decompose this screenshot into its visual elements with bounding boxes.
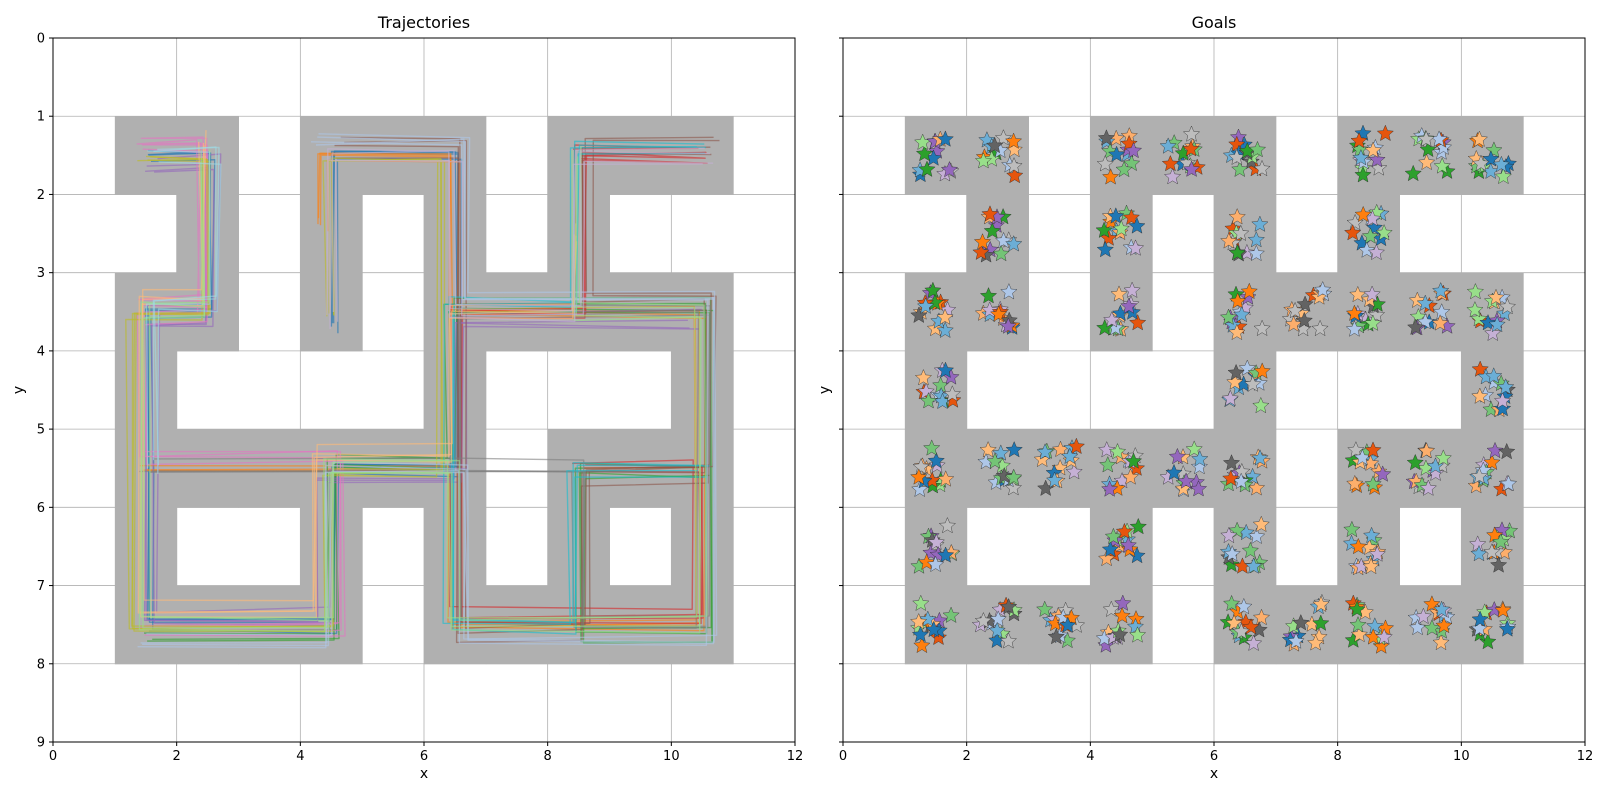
trajectory-line [336, 153, 712, 643]
maze-cell [1090, 116, 1152, 195]
chart-title: Goals [1192, 13, 1237, 32]
maze-cell [1090, 429, 1152, 508]
maze-cell [671, 351, 733, 430]
y-tick-label: 6 [37, 501, 45, 516]
y-tick-label: 4 [37, 344, 45, 359]
trajectories-panel: 0 2 4 6 8 10 120123456789Trajectoriesxy [11, 13, 803, 782]
y-tick-label: 1 [37, 110, 45, 125]
x-axis-label: x [1210, 766, 1218, 782]
x-tick-label: 10 [663, 749, 680, 764]
x-tick-label: 12 [1577, 749, 1594, 764]
y-tick-label: 0 [37, 32, 45, 47]
x-tick-label: 0 [49, 749, 57, 764]
maze-cell [967, 194, 1029, 273]
maze-cell [1214, 351, 1276, 430]
maze-cell [1461, 429, 1523, 508]
y-axis-label: y [11, 386, 27, 394]
x-tick-label: 4 [1086, 749, 1094, 764]
maze-cell [1214, 507, 1276, 586]
x-tick-label: 8 [544, 749, 552, 764]
maze-cell [1214, 429, 1276, 508]
maze-cell [548, 507, 610, 586]
maze-cell [548, 194, 610, 273]
maze-cell [115, 116, 177, 195]
maze-cell [1461, 273, 1523, 352]
x-tick-label: 6 [420, 749, 428, 764]
maze-cell [424, 507, 486, 586]
x-axis-label: x [420, 766, 428, 782]
maze-cell [239, 429, 301, 508]
maze-cell [1090, 586, 1152, 665]
x-tick-label: 12 [787, 749, 804, 764]
trajectory-line [344, 140, 719, 628]
chart-title: Trajectories [377, 13, 470, 32]
maze-cell [1461, 351, 1523, 430]
trajectory-line [341, 137, 714, 624]
maze-cell [177, 429, 239, 508]
maze-cell [1276, 586, 1338, 665]
maze-cell [905, 273, 967, 352]
maze-cell [1400, 273, 1462, 352]
goals-panel: 0 2 4 6 8 10 12 Goals x y [817, 13, 1593, 782]
maze-cell [1400, 116, 1462, 195]
x-tick-label: 6 [1210, 749, 1218, 764]
maze-cell [967, 429, 1029, 508]
x-tick-label: 10 [1453, 749, 1470, 764]
y-tick-label: 9 [37, 736, 45, 751]
maze-cell [671, 116, 733, 195]
x-tick-label: 4 [296, 749, 304, 764]
y-tick-label: 5 [37, 423, 45, 438]
trajectory-line [335, 146, 711, 634]
x-tick-label: 2 [963, 749, 971, 764]
y-tick-label: 7 [37, 579, 45, 594]
y-axis-label: y [817, 386, 833, 394]
x-tick-label: 2 [173, 749, 181, 764]
y-tick-label: 3 [37, 266, 45, 281]
y-tick-label: 2 [37, 188, 45, 203]
y-tick-label: 8 [37, 657, 45, 672]
x-tick-label: 8 [1334, 749, 1342, 764]
x-tick-label: 0 [839, 749, 847, 764]
